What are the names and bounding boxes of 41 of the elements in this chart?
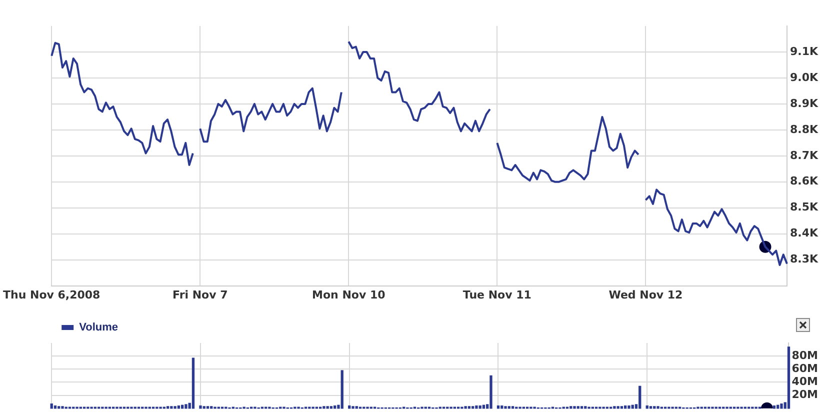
bar [61,406,64,409]
x-tick-label: Thu Nov 6,2008 [2,288,100,302]
bar [464,406,467,409]
y-tick-label: 8.5K [790,200,818,214]
bar [628,405,630,409]
bar [322,406,326,409]
bar [613,406,616,409]
bar [170,406,173,409]
y-tick-label: 9.1K [790,44,818,58]
bar [174,406,176,409]
y-tick-label: 40M [792,375,818,388]
bar [199,405,202,409]
bar [326,406,329,409]
y-tick-label: 8.6K [790,174,818,188]
bar [656,406,660,409]
y-tick-label: 9.0K [790,70,818,84]
bar [340,370,344,409]
x-tick-label: Mon Nov 10 [312,288,386,302]
bar [475,405,478,409]
bar [490,375,492,409]
bar [504,406,507,409]
bar [184,404,188,409]
bar [616,406,620,409]
bar [638,386,642,409]
y-tick-label: 20M [792,388,818,402]
y-tick-label: 8.4K [790,226,818,240]
y-tick-label: 8.8K [790,122,818,136]
bar [192,358,195,409]
bar [787,346,790,409]
bar [573,406,576,409]
legend-label: Volume [79,322,118,334]
y-tick-label: 80M [792,348,818,362]
y-tick-label: 60M [792,362,818,376]
x-tick-label: Fri Nov 7 [172,288,228,302]
y-tick-label: 8.9K [790,96,818,110]
y-tick-label: 8.7K [790,148,818,162]
bar [352,406,354,409]
y-tick-label: 8.3K [790,252,818,266]
bar [780,403,783,409]
x-tick-label: Wed Nov 12 [608,288,683,302]
x-tick-label: Tue Nov 11 [462,288,532,302]
